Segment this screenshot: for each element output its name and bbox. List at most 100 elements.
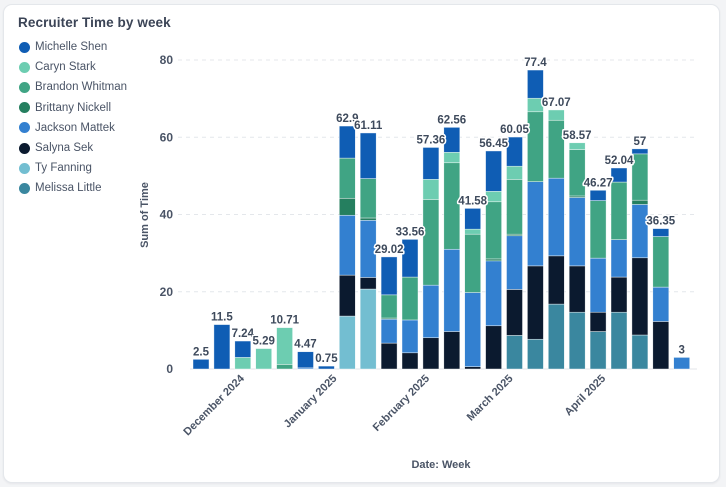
bar[interactable] [380,256,398,370]
bar-segment-salyna-sek[interactable] [401,352,419,370]
bar-segment-caryn-stark[interactable] [485,191,502,203]
bar[interactable] [443,127,461,370]
bar-segment-brandon-whitman[interactable] [610,181,628,240]
bar[interactable] [610,167,628,370]
bar-segment-caryn-stark[interactable] [568,142,586,150]
legend-item-caryn-stark[interactable]: Caryn Stark [19,57,127,77]
bar-segment-brandon-whitman[interactable] [359,178,377,219]
legend-item-melissa-little[interactable]: Melissa Little [19,178,127,198]
bar-segment-michelle-shen[interactable] [443,127,461,153]
legend-item-brandon-whitman[interactable]: Brandon Whitman [19,77,127,97]
bar-segment-michelle-shen[interactable] [401,239,419,278]
bar-segment-salyna-sek[interactable] [422,337,440,370]
bar-segment-michelle-shen[interactable] [338,125,356,159]
bar[interactable] [192,359,210,370]
legend-item-michelle-shen[interactable]: Michelle Shen [19,37,127,57]
bar-segment-michelle-shen[interactable] [589,189,607,201]
bar-segment-jackson-mattek[interactable] [506,235,523,290]
bar-segment-michelle-shen[interactable] [485,150,502,192]
bar-segment-michelle-shen[interactable] [359,132,377,179]
bar-segment-jackson-mattek[interactable] [443,248,461,332]
bar-segment-brandon-whitman[interactable] [631,153,649,201]
bar-segment-melissa-little[interactable] [589,331,607,370]
bar-segment-jackson-mattek[interactable] [485,260,502,327]
bar-segment-brandon-whitman[interactable] [589,200,607,259]
bar-segment-brandon-whitman[interactable] [506,179,523,235]
bar[interactable] [401,239,419,370]
bar[interactable] [568,142,586,370]
bar-segment-caryn-stark[interactable] [464,228,482,235]
bar-segment-jackson-mattek[interactable] [527,181,544,267]
bar-segment-jackson-mattek[interactable] [652,286,670,322]
bar-segment-salyna-sek[interactable] [547,255,565,305]
bar[interactable] [297,351,314,370]
bar-segment-caryn-stark[interactable] [506,165,523,180]
bar[interactable] [485,150,502,370]
bar-segment-melissa-little[interactable] [547,303,565,370]
bar-segment-michelle-shen[interactable] [297,351,314,369]
bar-segment-jackson-mattek[interactable] [589,257,607,313]
bar[interactable] [506,136,523,370]
bar[interactable] [338,125,356,370]
bar-segment-jackson-mattek[interactable] [631,204,649,259]
bar-segment-jackson-mattek[interactable] [547,177,565,257]
bar-segment-salyna-sek[interactable] [338,274,356,317]
bar-segment-brandon-whitman[interactable] [422,199,440,286]
bar-segment-salyna-sek[interactable] [485,325,502,370]
bar-segment-melissa-little[interactable] [568,311,586,370]
bar-segment-salyna-sek[interactable] [631,257,649,336]
bar-segment-salyna-sek[interactable] [568,265,586,313]
bar-segment-caryn-stark[interactable] [422,179,440,200]
bar[interactable] [547,109,565,370]
bar-segment-salyna-sek[interactable] [359,277,377,290]
bar-segment-brandon-whitman[interactable] [380,294,398,319]
bar-segment-michelle-shen[interactable] [422,147,440,180]
bar-segment-jackson-mattek[interactable] [401,319,419,354]
bar[interactable] [213,324,231,370]
bar-segment-salyna-sek[interactable] [610,276,628,313]
bar-segment-brandon-whitman[interactable] [527,111,544,182]
bar-segment-brittany-nickell[interactable] [359,217,377,221]
bar[interactable] [422,147,440,370]
bar-segment-melissa-little[interactable] [506,335,523,370]
bar-segment-jackson-mattek[interactable] [673,357,691,370]
bar-segment-ty-fanning[interactable] [359,288,377,370]
bar-segment-michelle-shen[interactable] [234,340,252,358]
legend-item-salyna-sek[interactable]: Salyna Sek [19,138,127,158]
bar-segment-jackson-mattek[interactable] [568,197,586,267]
bar-segment-brandon-whitman[interactable] [464,233,482,293]
bar-segment-michelle-shen[interactable] [652,228,670,237]
bar[interactable] [359,132,377,370]
bar-segment-brittany-nickell[interactable] [631,199,649,205]
bar-segment-michelle-shen[interactable] [192,359,210,370]
bar-segment-caryn-stark[interactable] [234,357,252,370]
bar-segment-salyna-sek[interactable] [652,321,670,370]
bar-segment-jackson-mattek[interactable] [338,214,356,276]
bar-segment-brittany-nickell[interactable] [338,197,356,216]
bar-segment-brandon-whitman[interactable] [338,157,356,199]
legend-item-jackson-mattek[interactable]: Jackson Mattek [19,118,127,138]
bar-segment-salyna-sek[interactable] [380,342,398,370]
bar-segment-michelle-shen[interactable] [464,208,482,230]
bar[interactable] [652,228,670,370]
bar-segment-brandon-whitman[interactable] [276,364,293,370]
bar-segment-caryn-stark[interactable] [276,327,293,365]
bar[interactable] [589,189,607,370]
bar-segment-michelle-shen[interactable] [213,324,231,370]
bar-segment-michelle-shen[interactable] [610,167,628,183]
bar-segment-brandon-whitman[interactable] [401,276,419,321]
bar[interactable] [527,69,544,370]
bar-segment-jackson-mattek[interactable] [422,284,440,339]
bar[interactable] [276,327,293,370]
bar[interactable] [673,357,691,370]
legend-item-brittany-nickell[interactable]: Brittany Nickell [19,98,127,118]
bar-segment-michelle-shen[interactable] [380,256,398,296]
bar[interactable] [318,365,335,370]
bar-segment-jackson-mattek[interactable] [464,292,482,367]
bar-segment-salyna-sek[interactable] [506,289,523,336]
bar-segment-salyna-sek[interactable] [527,265,544,340]
legend-item-ty-fanning[interactable]: Ty Fanning [19,158,127,178]
bar-segment-michelle-shen[interactable] [527,69,544,99]
bar-segment-salyna-sek[interactable] [464,366,482,370]
bar[interactable] [255,348,272,370]
